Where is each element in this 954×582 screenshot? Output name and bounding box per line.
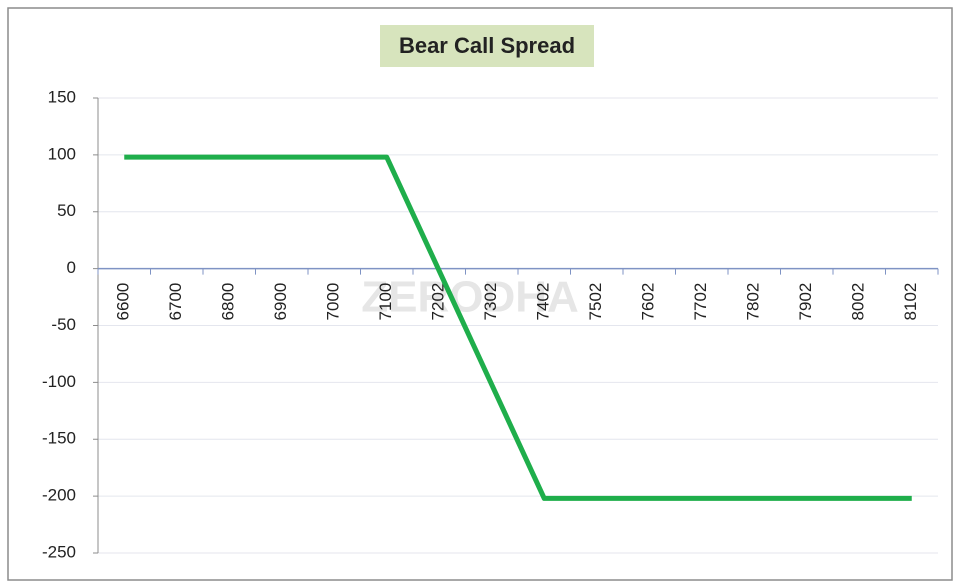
x-tick-label: 7602 [639,283,658,321]
x-tick-label: 6600 [114,283,133,321]
x-tick-label: 8002 [849,283,868,321]
y-tick-label: 50 [57,201,76,220]
x-tick-label: 6800 [219,283,238,321]
title-box [380,25,594,67]
chart-title: Bear Call Spread [399,33,575,58]
x-tick-label: 8102 [901,283,920,321]
x-tick-label: 6700 [166,283,185,321]
x-tick-label: 6900 [271,283,290,321]
y-tick-label: -250 [42,542,76,561]
line-series [124,154,912,501]
x-tick-label: 7202 [429,283,448,321]
x-tick-label: 7502 [586,283,605,321]
x-tick-label: 7100 [376,283,395,321]
y-tick-label: -150 [42,429,76,448]
y-tick-label: 150 [48,87,76,106]
chart-border [7,7,953,581]
x-tick-label: 7402 [534,283,553,321]
x-tick-label: 7802 [744,283,763,321]
x-tick-label: 7702 [691,283,710,321]
x-tick-label: 7000 [324,283,343,321]
y-tick-label: -50 [51,315,76,334]
x-tick-label: 7902 [796,283,815,321]
y-tick-label: -100 [42,372,76,391]
watermark: ZERODHA [361,273,579,322]
y-tick-label: 0 [67,258,76,277]
y-tick-label: -200 [42,486,76,505]
x-tick-label: 7302 [481,283,500,321]
y-tick-label: 100 [48,144,76,163]
